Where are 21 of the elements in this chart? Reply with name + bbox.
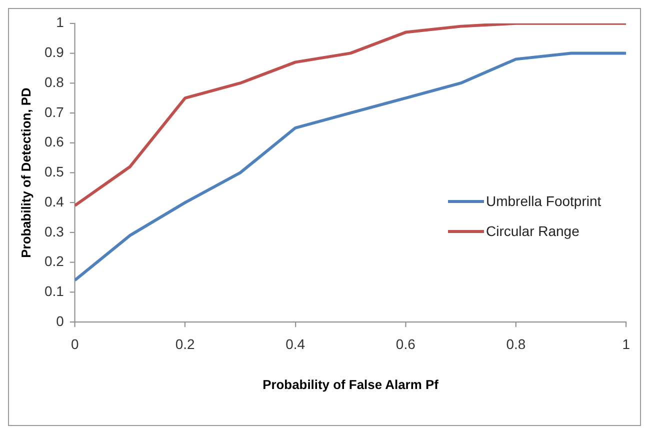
y-tick-label: 0.1 [44, 283, 64, 300]
y-tick-label: 0 [56, 312, 64, 329]
x-tick-label: 0.8 [506, 336, 526, 352]
y-tick-label: 0.8 [44, 74, 64, 90]
y-tick-label: 0.6 [44, 134, 64, 150]
y-tick-label: 0.9 [44, 44, 64, 60]
x-tick-label: 1 [622, 336, 630, 352]
x-tick-label: 0 [70, 336, 79, 352]
x-axis-title: Probability of False Alarm Pf [262, 376, 440, 392]
legend-label: Circular Range [486, 223, 580, 239]
x-tick-label: 0.6 [396, 336, 416, 352]
x-tick-label: 0.4 [286, 336, 306, 352]
y-tick-label: 1 [56, 14, 64, 30]
legend-label: Umbrella Footprint [486, 193, 602, 209]
y-tick-label: 0.2 [44, 253, 64, 270]
y-tick-label: 0.3 [44, 223, 64, 240]
x-tick-label: 0.2 [175, 336, 196, 352]
y-tick-label: 0.5 [44, 164, 64, 180]
y-tick-label: 0.4 [44, 193, 64, 210]
y-tick-label: 0.7 [44, 104, 64, 120]
y-axis-title: Probability of Detection, PD [18, 88, 34, 258]
